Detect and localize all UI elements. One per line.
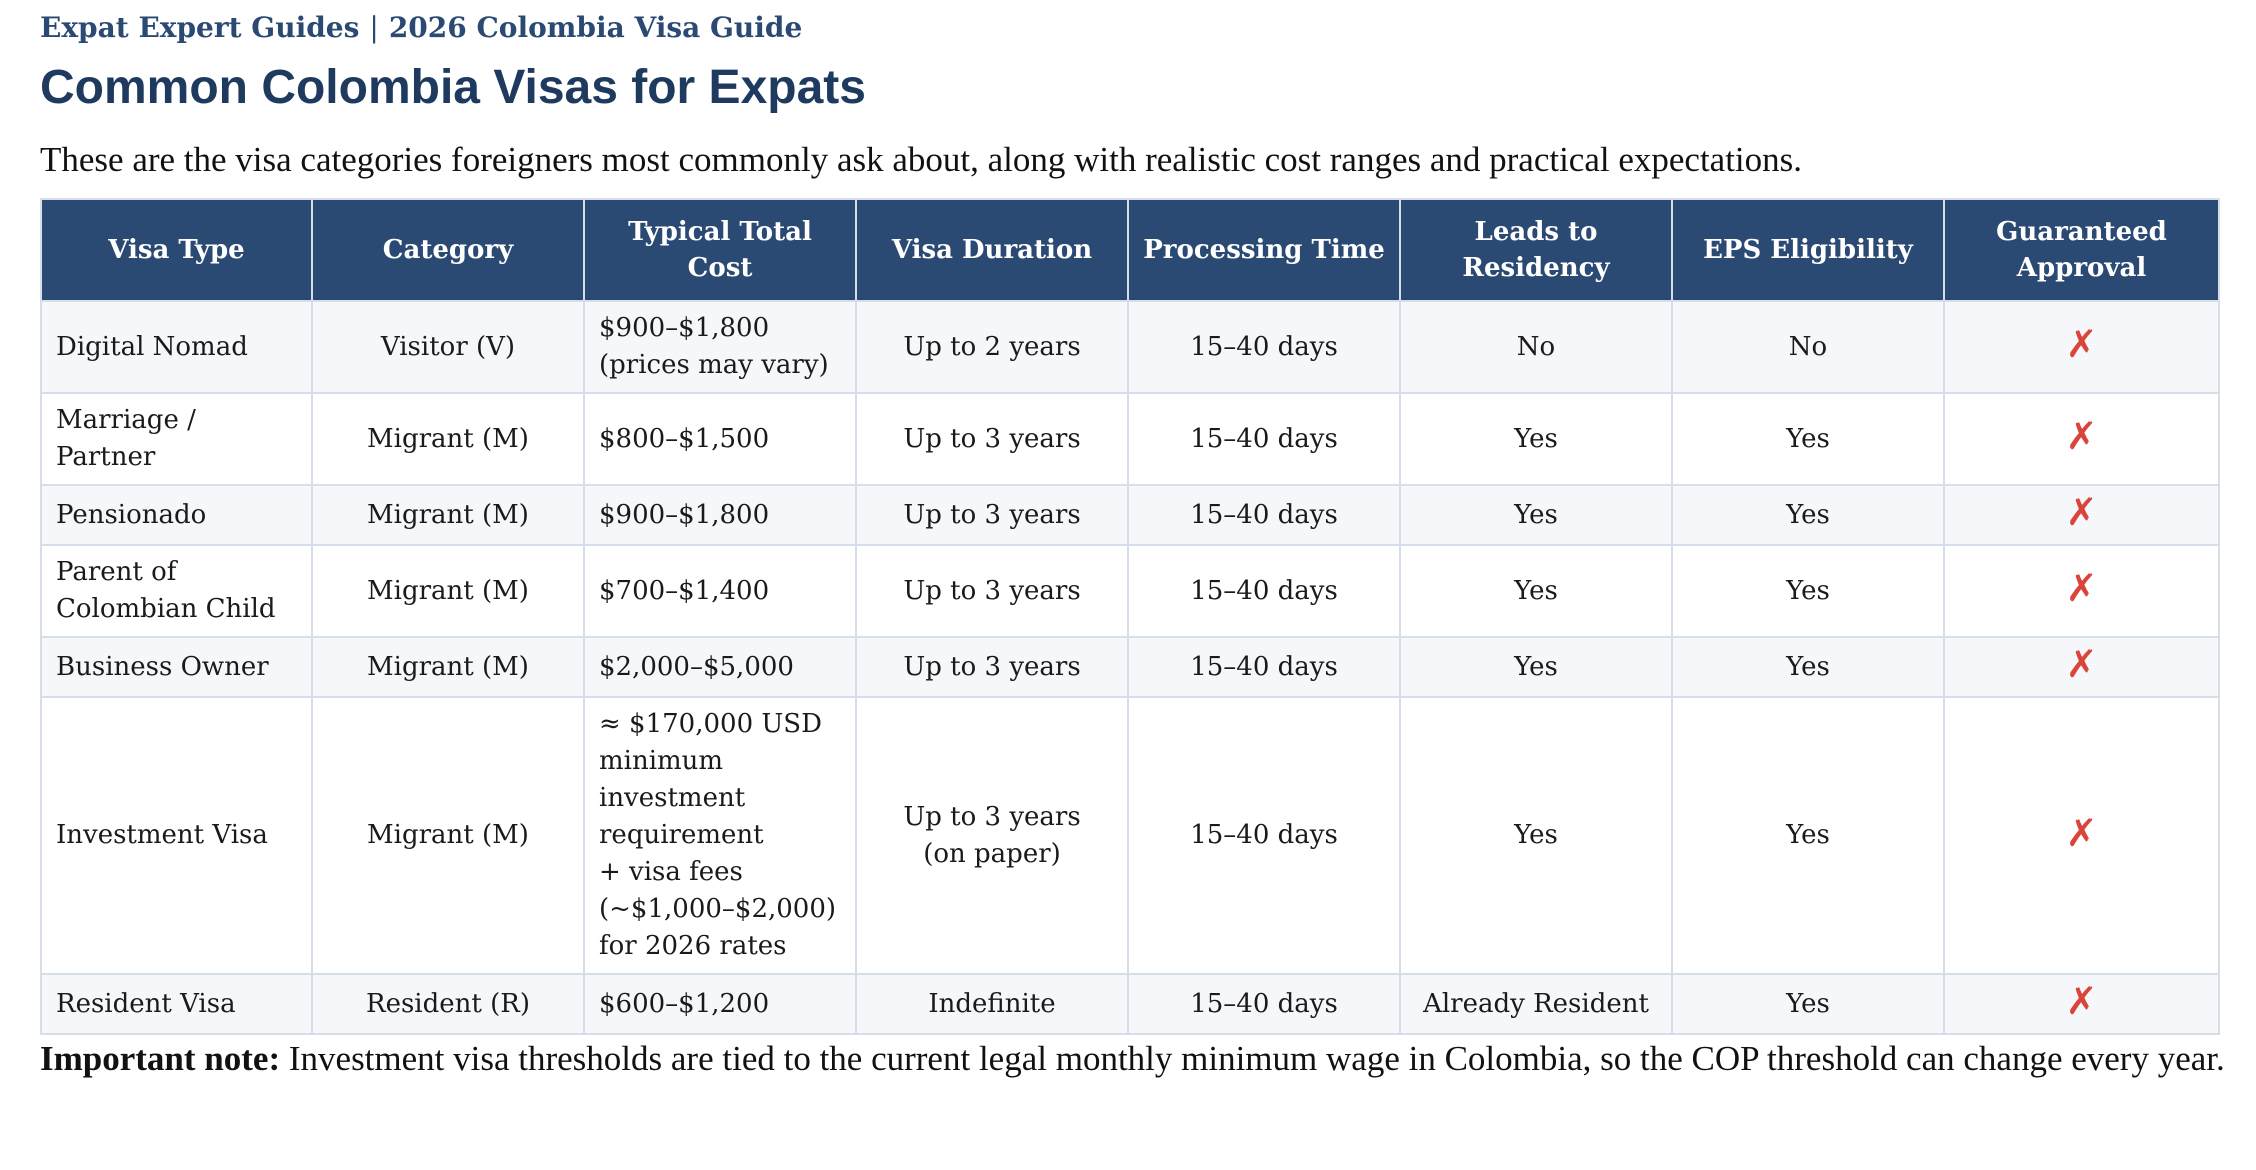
note-text: Investment visa thresholds are tied to t…: [288, 1039, 2225, 1078]
guaranteed-approval-cell: ✗: [1943, 696, 2220, 975]
brand-line: Expat Expert Guides | 2026 Colombia Visa G…: [40, 10, 2216, 46]
table-row: Digital Nomad Visitor (V) $900–$1,800 (pric…: [40, 300, 2220, 394]
eps-cell: No: [1671, 300, 1945, 394]
residency-cell: Yes: [1399, 484, 1673, 546]
duration-cell: Up to 3 years (on paper): [855, 696, 1129, 975]
intro-text: These are the visa categories foreigners…: [40, 140, 1803, 179]
table-row: Business Owner Migrant (M) $2,000–$5,000 Up…: [40, 636, 2220, 698]
cost-cell: $800–$1,500: [583, 392, 857, 486]
residency-cell: Yes: [1399, 392, 1673, 486]
column-header: Visa Type: [40, 198, 313, 302]
category-cell: Resident (R): [311, 973, 585, 1035]
residency-cell: Already Resident: [1399, 973, 1673, 1035]
visa-type-cell: Digital Nomad: [40, 300, 313, 394]
visa-type-cell: Parent of Colombian Child: [40, 544, 313, 638]
column-header: Typical Total Cost: [583, 198, 857, 302]
category-cell: Migrant (M): [311, 392, 585, 486]
cost-cell: $2,000–$5,000: [583, 636, 857, 698]
x-mark-icon: ✗: [2065, 414, 2098, 458]
x-mark-icon: ✗: [2065, 642, 2098, 686]
important-note: Important note: Investment visa threshol…: [40, 1035, 2230, 1083]
table-row: Investment Visa Migrant (M) ≈ $170,000 USD…: [40, 696, 2220, 975]
column-header: Category: [311, 198, 585, 302]
eps-cell: Yes: [1671, 544, 1945, 638]
cost-cell: $900–$1,800: [583, 484, 857, 546]
category-cell: Migrant (M): [311, 544, 585, 638]
duration-cell: Up to 3 years: [855, 544, 1129, 638]
category-cell: Migrant (M): [311, 636, 585, 698]
table-row: Marriage / Partner Migrant (M) $800–$1,500…: [40, 392, 2220, 486]
eps-cell: Yes: [1671, 484, 1945, 546]
category-cell: Visitor (V): [311, 300, 585, 394]
processing-time-cell: 15–40 days: [1127, 973, 1401, 1035]
guaranteed-approval-cell: ✗: [1943, 392, 2220, 486]
cost-cell: $600–$1,200: [583, 973, 857, 1035]
x-mark-icon: ✗: [2065, 566, 2098, 610]
table-body: Digital Nomad Visitor (V) $900–$1,800 (pric…: [40, 300, 2220, 1035]
visa-table: Visa Type Category Typical Total Cost Visa …: [40, 198, 2220, 1035]
eps-cell: Yes: [1671, 696, 1945, 975]
processing-time-cell: 15–40 days: [1127, 392, 1401, 486]
duration-cell: Up to 3 years: [855, 484, 1129, 546]
x-mark-icon: ✗: [2065, 490, 2098, 534]
category-cell: Migrant (M): [311, 484, 585, 546]
cost-cell: $900–$1,800 (prices may vary): [583, 300, 857, 394]
duration-cell: Up to 2 years: [855, 300, 1129, 394]
eps-cell: Yes: [1671, 392, 1945, 486]
guaranteed-approval-cell: ✗: [1943, 484, 2220, 546]
residency-cell: Yes: [1399, 696, 1673, 975]
guide-name[interactable]: 2026 Colombia Visa Guide: [388, 11, 803, 44]
page: Expat Expert Guides | 2026 Colombia Visa G…: [40, 10, 2230, 1083]
x-mark-icon: ✗: [2065, 810, 2098, 855]
cost-cell: $700–$1,400: [583, 544, 857, 638]
visa-type-cell: Pensionado: [40, 484, 313, 546]
brand-name[interactable]: Expat Expert Guides: [40, 11, 360, 44]
processing-time-cell: 15–40 days: [1127, 300, 1401, 394]
duration-cell: Up to 3 years: [855, 636, 1129, 698]
visa-type-cell: Marriage / Partner: [40, 392, 313, 486]
guaranteed-approval-cell: ✗: [1943, 973, 2220, 1035]
processing-time-cell: 15–40 days: [1127, 636, 1401, 698]
brand-separator: |: [369, 11, 379, 44]
guaranteed-approval-cell: ✗: [1943, 636, 2220, 698]
eps-cell: Yes: [1671, 636, 1945, 698]
table-row: Pensionado Migrant (M) $900–$1,800 Up to 3 …: [40, 484, 2220, 546]
duration-cell: Indefinite: [855, 973, 1129, 1035]
table-row: Parent of Colombian Child Migrant (M) $700–…: [40, 544, 2220, 638]
header-row: Visa Type Category Typical Total Cost Visa …: [40, 198, 2220, 302]
residency-cell: Yes: [1399, 636, 1673, 698]
visa-type-cell: Business Owner: [40, 636, 313, 698]
category-cell: Migrant (M): [311, 696, 585, 975]
cost-cell: ≈ $170,000 USD minimum investment requireme…: [583, 696, 857, 975]
page-title: Common Colombia Visas for Expats: [40, 61, 866, 114]
visa-type-cell: Investment Visa: [40, 696, 313, 975]
column-header: Leads to Residency: [1399, 198, 1673, 302]
processing-time-cell: 15–40 days: [1127, 696, 1401, 975]
eps-cell: Yes: [1671, 973, 1945, 1035]
note-label: Important note:: [40, 1039, 281, 1078]
guaranteed-approval-cell: ✗: [1943, 544, 2220, 638]
table-row: Resident Visa Resident (R) $600–$1,200 Inde…: [40, 973, 2220, 1035]
table-header: Visa Type Category Typical Total Cost Visa …: [40, 198, 2220, 302]
column-header: Visa Duration: [855, 198, 1129, 302]
processing-time-cell: 15–40 days: [1127, 484, 1401, 546]
guaranteed-approval-cell: ✗: [1943, 300, 2220, 394]
x-mark-icon: ✗: [2065, 979, 2098, 1023]
column-header: Processing Time: [1127, 198, 1401, 302]
x-mark-icon: ✗: [2065, 322, 2098, 366]
processing-time-cell: 15–40 days: [1127, 544, 1401, 638]
residency-cell: No: [1399, 300, 1673, 394]
column-header: Guaranteed Approval: [1943, 198, 2220, 302]
residency-cell: Yes: [1399, 544, 1673, 638]
visa-type-cell: Resident Visa: [40, 973, 313, 1035]
column-header: EPS Eligibility: [1671, 198, 1945, 302]
duration-cell: Up to 3 years: [855, 392, 1129, 486]
